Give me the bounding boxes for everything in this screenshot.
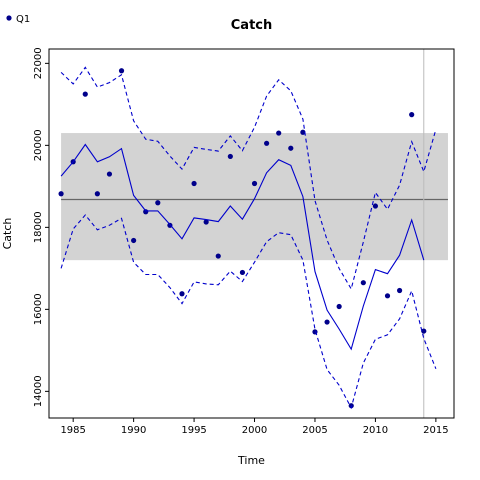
data-point — [409, 112, 415, 118]
data-point — [94, 191, 100, 197]
data-point — [300, 129, 306, 135]
x-tick-label: 2005 — [302, 425, 327, 436]
x-tick-label: 1985 — [60, 425, 85, 436]
axes: 1985 1990 1995 2000 2005 2010 2015 14000 16000 18… — [33, 47, 449, 436]
data-point — [227, 153, 233, 160]
data-point — [276, 130, 282, 136]
plot-area — [58, 49, 448, 418]
legend-marker-q1 — [6, 15, 12, 21]
y-tick-label: 16000 — [33, 293, 44, 325]
bound-line — [60, 214, 437, 410]
data-point — [82, 91, 88, 97]
data-point — [372, 203, 379, 209]
data-point — [288, 145, 294, 151]
data-point — [58, 191, 64, 197]
data-point — [131, 237, 137, 244]
data-point — [384, 293, 391, 299]
data-point — [239, 269, 246, 276]
data-point — [360, 280, 366, 286]
fitted-line — [60, 143, 425, 351]
data-point — [336, 303, 342, 310]
data-point — [421, 328, 427, 334]
y-tick-label: 20000 — [33, 129, 44, 161]
data-point — [106, 171, 113, 177]
data-point — [264, 140, 270, 146]
data-point — [215, 253, 221, 259]
data-point — [155, 200, 161, 206]
confidence-band — [61, 133, 448, 261]
x-axis-label: Time — [237, 454, 265, 467]
data-point — [179, 291, 185, 297]
data-point — [118, 68, 125, 74]
x-tick-label: 2000 — [242, 425, 267, 436]
plot-frame — [48, 48, 455, 419]
data-point — [203, 219, 209, 225]
data-point — [396, 287, 403, 294]
legend-label-q1: Q1 — [16, 14, 30, 25]
y-axis-label: Catch — [1, 218, 14, 250]
y-tick-label: 14000 — [33, 375, 44, 407]
legend: Q1 — [6, 14, 30, 25]
data-point — [251, 180, 258, 187]
data-point — [324, 319, 330, 325]
y-tick-label: 18000 — [33, 211, 44, 243]
data-point — [143, 209, 149, 215]
x-tick-label: 2015 — [423, 425, 448, 436]
data-point — [191, 180, 197, 187]
x-tick-label: 2010 — [363, 425, 388, 436]
x-tick-label: 1990 — [121, 425, 146, 436]
y-tick-label: 22000 — [33, 47, 44, 79]
chart-title: Catch — [231, 18, 273, 33]
x-tick-label: 1995 — [181, 425, 206, 436]
